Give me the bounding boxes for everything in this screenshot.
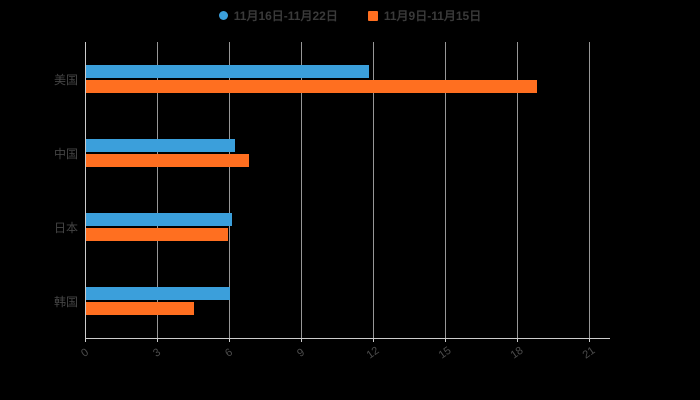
y-axis-category-label: 韩国 — [53, 295, 78, 309]
x-axis-tick-label: 6 — [223, 346, 235, 360]
x-axis-tick-label: 18 — [508, 344, 526, 362]
gridline — [445, 42, 446, 338]
gridline — [229, 42, 230, 338]
legend: 11月16日-11月22日 11月9日-11月15日 — [0, 7, 700, 24]
x-axis-tick — [229, 338, 230, 342]
bar-week1 — [86, 80, 538, 93]
legend-circle-marker-icon — [218, 11, 228, 20]
x-axis-tick-label: 21 — [580, 344, 598, 362]
x-axis-tick — [517, 338, 518, 342]
x-axis-tick-label: 3 — [151, 346, 163, 360]
x-axis-tick-label: 15 — [436, 344, 454, 362]
x-axis-tick — [301, 338, 302, 342]
bar-week2 — [86, 65, 370, 78]
x-axis-tick — [445, 338, 446, 342]
y-axis-category-label: 日本 — [53, 221, 78, 235]
x-axis-tick — [85, 338, 86, 342]
gridline — [301, 42, 302, 338]
gridline — [85, 42, 86, 338]
gridline — [589, 42, 590, 338]
gridline — [157, 42, 158, 338]
y-axis-category-label: 美国 — [53, 73, 78, 87]
gridline — [373, 42, 374, 338]
bar-week1 — [86, 154, 250, 167]
y-axis-category-label: 中国 — [53, 147, 78, 161]
x-axis-tick-label: 0 — [79, 346, 91, 360]
gridline — [517, 42, 518, 338]
legend-label-week2: 11月16日-11月22日 — [233, 9, 338, 23]
bar-week1 — [86, 228, 228, 241]
x-axis-tick — [589, 338, 590, 342]
legend-item-week2[interactable]: 11月16日-11月22日 — [218, 7, 338, 24]
bar-week2 — [86, 287, 230, 300]
legend-item-week1[interactable]: 11月9日-11月15日 — [367, 7, 482, 24]
bar-week2 — [86, 213, 233, 226]
legend-label-week1: 11月9日-11月15日 — [383, 9, 482, 23]
legend-square-marker-icon — [367, 10, 378, 21]
x-axis-tick — [157, 338, 158, 342]
bar-week2 — [86, 139, 235, 152]
x-axis-line — [85, 338, 610, 339]
x-axis-tick — [373, 338, 374, 342]
bar-week1 — [86, 302, 194, 315]
x-axis-tick-label: 9 — [295, 346, 307, 360]
x-axis-tick-label: 12 — [364, 344, 382, 362]
